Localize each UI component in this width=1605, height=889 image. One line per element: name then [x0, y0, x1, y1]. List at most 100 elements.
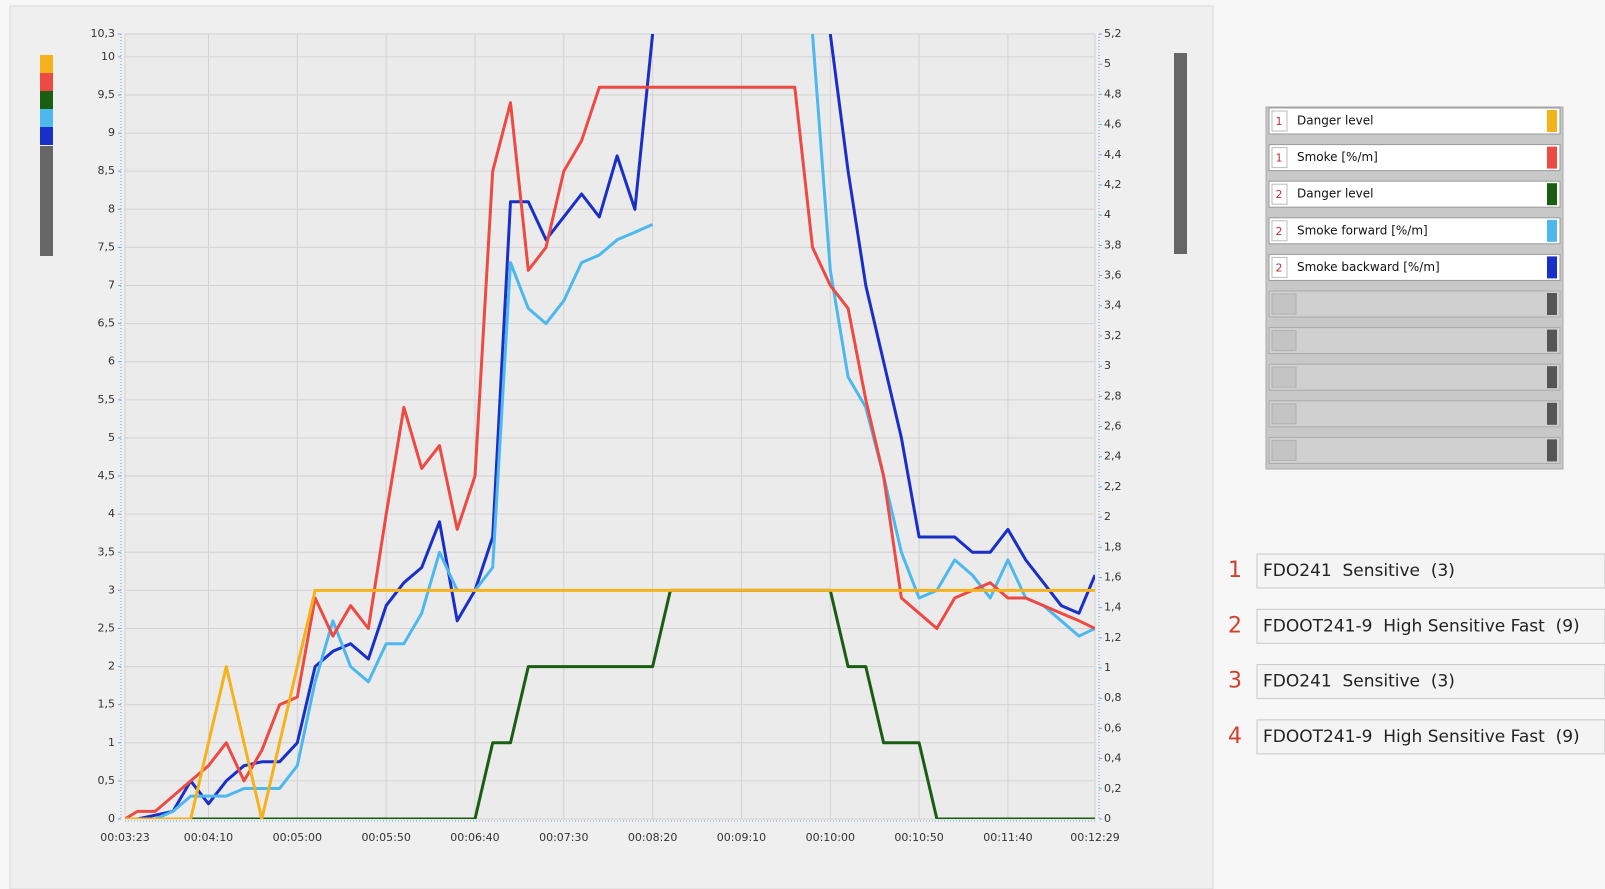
legend-empty-slot	[1268, 436, 1561, 464]
legend-number: 1	[1276, 152, 1283, 165]
detector-field[interactable]	[1256, 608, 1605, 644]
legend-number: 1	[1276, 115, 1283, 128]
legend-item[interactable]	[1268, 217, 1561, 245]
y2-tick-label: 1,2	[1104, 631, 1122, 644]
detector-number: 2	[1228, 613, 1242, 638]
y2-tick-label: 0,4	[1104, 752, 1122, 765]
detector-number: 3	[1228, 669, 1242, 694]
legend-swatch	[1547, 110, 1557, 132]
y2-tick-label: 2	[1104, 510, 1111, 523]
y2-tick-label: 4	[1104, 208, 1111, 221]
series-line	[828, 34, 1095, 615]
x-tick-label: 00:12:29	[1070, 831, 1119, 844]
legend-empty-box	[1271, 366, 1297, 388]
detector-number: 4	[1228, 724, 1242, 749]
detector-field[interactable]	[1256, 719, 1605, 755]
y-tick-label: 8,5	[98, 164, 116, 177]
x-tick-label: 00:11:40	[983, 831, 1032, 844]
detector-field[interactable]	[1256, 553, 1605, 589]
y2-tick-label: 4,2	[1104, 178, 1122, 191]
y-tick-label: 3,5	[98, 545, 116, 558]
color-strip	[40, 73, 53, 91]
scroll-bar[interactable]	[1174, 53, 1187, 254]
y2-tick-label: 1	[1104, 661, 1111, 674]
y2-tick-label: 1,4	[1104, 601, 1122, 614]
y-tick-label: 5,5	[98, 393, 116, 406]
series-line	[811, 34, 1095, 638]
y-tick-label: 8	[108, 202, 115, 215]
x-tick-label: 00:06:40	[450, 831, 499, 844]
legend-empty-swatch	[1547, 293, 1557, 315]
y2-tick-label: 4,6	[1104, 118, 1122, 131]
y-tick-label: 2	[108, 660, 115, 673]
legend-number: 2	[1276, 261, 1283, 274]
labels: 0 0,5 1 1,5 2 2,5 3 3,5 4 4,5 5 5,5 6 6,5 7 7,5 8 8,5 9 9,5…	[40, 27, 1605, 844]
y-tick-label: 9,5	[98, 88, 116, 101]
x-tick-label: 00:10:00	[806, 831, 855, 844]
series-line	[125, 588, 1095, 819]
legend-empty-box	[1271, 293, 1297, 315]
legend-number: 2	[1276, 225, 1283, 238]
x-tick-label: 00:07:30	[539, 831, 588, 844]
y-tick-label: 0,5	[98, 774, 116, 787]
series-line	[125, 34, 655, 819]
series-line	[125, 85, 1095, 819]
legend-label: Danger level	[1297, 114, 1373, 128]
y2-tick-label: 2,2	[1104, 480, 1122, 493]
legend-item[interactable]	[1268, 180, 1561, 208]
legend-number-box	[1271, 256, 1288, 278]
legend-swatch	[1547, 219, 1557, 242]
detector-label: FDOOT241-9 High Sensitive Fast (9)	[1263, 727, 1580, 747]
y2-tick-label: 0	[1104, 812, 1111, 825]
y-tick-label: 10	[101, 50, 115, 63]
legend-item[interactable]	[1268, 144, 1561, 172]
y-tick-label: 4	[108, 507, 115, 520]
legend-label: Smoke forward [%/m]	[1297, 223, 1428, 237]
legend-empty-slot	[1268, 290, 1561, 318]
detector-field[interactable]	[1256, 664, 1605, 700]
x-tick-label: 00:09:10	[717, 831, 766, 844]
x-tick-label: 00:08:20	[628, 831, 677, 844]
y2-tick-label: 3,2	[1104, 329, 1122, 342]
legend-number-box	[1271, 147, 1288, 169]
y-tick-label: 2,5	[98, 621, 116, 634]
legend-empty-swatch	[1547, 329, 1557, 352]
y-tick-label: 5	[108, 431, 115, 444]
y-tick-label: 6,5	[98, 317, 116, 330]
y2-tick-label: 3	[1104, 359, 1111, 372]
y-tick-label: 7,5	[98, 240, 116, 253]
color-strip	[40, 55, 53, 73]
y-tick-label: 7	[108, 279, 115, 292]
detector-label: FDO241 Sensitive (3)	[1263, 561, 1455, 581]
color-strip	[40, 127, 53, 145]
legend-number-box	[1271, 220, 1288, 242]
lines	[125, 34, 1095, 819]
y-tick-label: 3	[108, 583, 115, 596]
legend-number: 2	[1276, 188, 1283, 201]
legend-number-box	[1271, 183, 1288, 205]
y2-tick-label: 4,4	[1104, 148, 1122, 161]
legend-number-box	[1271, 110, 1288, 132]
x-tick-label: 00:04:10	[184, 831, 233, 844]
x-tick-label: 00:03:23	[100, 831, 149, 844]
legend-label: Danger level	[1297, 187, 1373, 201]
y2-tick-label: 5,2	[1104, 27, 1122, 40]
y2-tick-label: 2,6	[1104, 420, 1122, 433]
plot-area	[125, 34, 1095, 819]
legend-item[interactable]	[1268, 107, 1561, 135]
legend-empty-slot	[1268, 363, 1561, 391]
legend-empty-swatch	[1547, 366, 1557, 389]
y2-tick-label: 1,8	[1104, 540, 1122, 553]
y2-tick-label: 0,2	[1104, 782, 1122, 795]
y2-tick-label: 0,6	[1104, 721, 1122, 734]
y2-tick-label: 3,4	[1104, 299, 1122, 312]
legend-swatch	[1547, 146, 1557, 169]
legend-empty-slot	[1268, 327, 1561, 355]
y2-tick-label: 3,8	[1104, 238, 1122, 251]
y-tick-label: 6	[108, 355, 115, 368]
series-line	[125, 223, 654, 819]
legend-item[interactable]	[1268, 253, 1561, 281]
detector-label: FDOOT241-9 High Sensitive Fast (9)	[1263, 616, 1580, 636]
